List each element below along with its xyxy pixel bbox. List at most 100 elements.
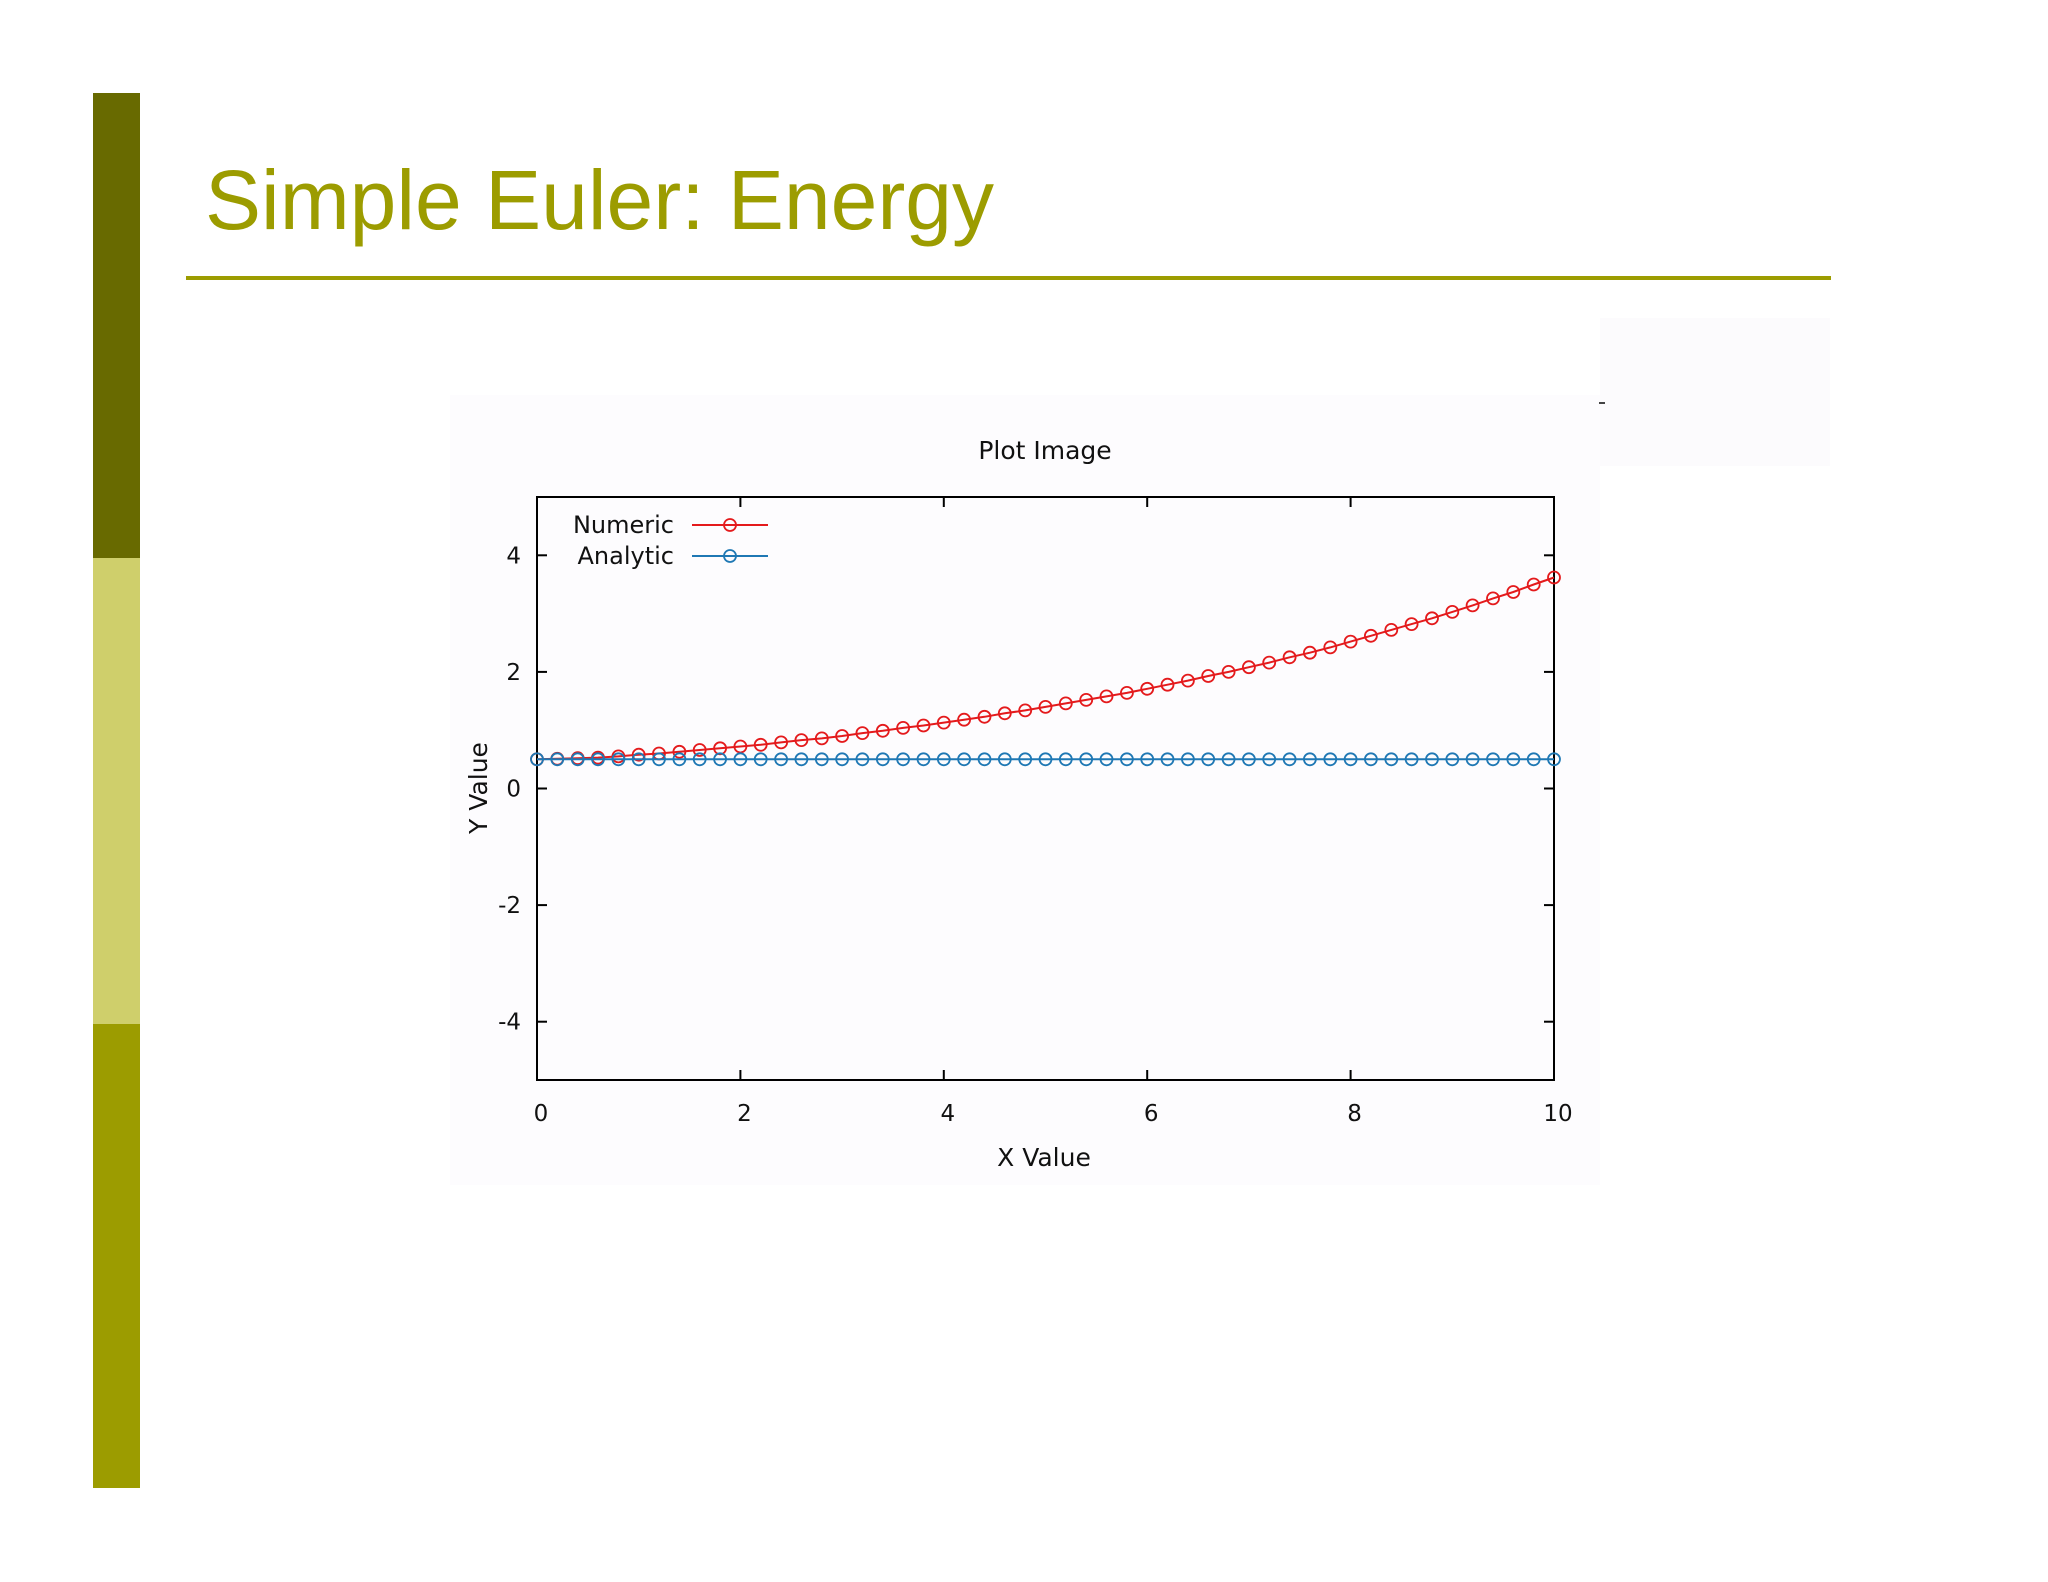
- analytic-point: [1038, 752, 1053, 767]
- numeric-point: [794, 733, 809, 747]
- numeric-point: [1384, 623, 1399, 637]
- analytic-point: [1160, 752, 1175, 767]
- analytic-point: [1140, 752, 1155, 767]
- numeric-point: [1425, 611, 1439, 626]
- numeric-point: [753, 737, 768, 752]
- analytic-point: [977, 752, 992, 767]
- y-tick-label: -4: [498, 1010, 521, 1036]
- legend: Numeric Analytic: [573, 511, 768, 570]
- numeric-point: [1526, 577, 1541, 592]
- slide-title: Simple Euler: Energy: [205, 153, 995, 247]
- numeric-point: [835, 729, 849, 743]
- numeric-point: [713, 741, 727, 756]
- title-underline: [186, 276, 1831, 280]
- x-tick-label: 4: [940, 1101, 955, 1127]
- analytic-point: [957, 752, 971, 767]
- numeric-point: [1465, 598, 1480, 613]
- analytic-point: [753, 752, 768, 767]
- numeric-point: [997, 706, 1012, 721]
- analytic-point: [1018, 752, 1033, 767]
- analytic-point: [1404, 752, 1419, 767]
- legend-marker-numeric: [723, 518, 737, 532]
- numeric-point: [1099, 689, 1114, 704]
- numeric-point: [1140, 681, 1155, 696]
- analytic-point: [1506, 752, 1521, 767]
- analytic-point: [936, 752, 951, 767]
- x-tick-label: 0: [534, 1101, 549, 1127]
- numeric-point: [1282, 650, 1297, 665]
- analytic-point: [713, 752, 727, 767]
- numeric-point: [1262, 655, 1277, 670]
- numeric-point: [1547, 570, 1561, 585]
- analytic-point: [1364, 752, 1378, 767]
- y-axis-label: Y Value: [464, 742, 493, 835]
- sidebar-segment-light: [93, 558, 140, 1024]
- numeric-point: [1058, 696, 1073, 711]
- analytic-point: [875, 752, 890, 767]
- numeric-point: [692, 743, 707, 757]
- numeric-point: [814, 731, 829, 746]
- analytic-point: [692, 752, 707, 767]
- analytic-point: [896, 752, 910, 767]
- analytic-point: [530, 752, 544, 767]
- analytic-point: [1181, 752, 1195, 767]
- numeric-line: [536, 576, 1555, 761]
- analytic-point: [1343, 752, 1358, 767]
- numeric-point: [1018, 703, 1033, 718]
- numeric-point: [1486, 591, 1500, 606]
- y-tick-label: 0: [506, 777, 521, 803]
- numeric-point: [957, 712, 971, 727]
- analytic-point: [794, 752, 809, 767]
- numeric-point: [1079, 693, 1094, 707]
- analytic-point: [1120, 752, 1134, 767]
- x-axis-label: X Value: [997, 1143, 1091, 1172]
- analytic-point: [1445, 752, 1460, 767]
- numeric-point: [1343, 634, 1358, 649]
- numeric-point: [1181, 673, 1195, 688]
- plot-frame: [536, 496, 1555, 1081]
- analytic-point: [1099, 752, 1114, 767]
- numeric-point: [1201, 669, 1216, 683]
- analytic-point: [1526, 752, 1541, 767]
- analytic-point: [1465, 752, 1480, 767]
- x-tick-label: 6: [1144, 1101, 1159, 1127]
- analytic-point: [1303, 752, 1317, 767]
- series-analytic: [530, 752, 1561, 767]
- x-tick-label: 2: [737, 1101, 752, 1127]
- numeric-point: [672, 744, 687, 759]
- legend-label-numeric: Numeric: [573, 511, 674, 539]
- analytic-point: [652, 752, 666, 767]
- numeric-point: [1404, 617, 1419, 631]
- numeric-point: [1506, 585, 1521, 599]
- y-tick-label: 4: [506, 543, 521, 569]
- numeric-point: [1242, 660, 1256, 675]
- chart-title: Plot Image: [978, 436, 1111, 465]
- analytic-point: [1486, 752, 1500, 767]
- numeric-point: [774, 735, 788, 750]
- analytic-point: [1384, 752, 1399, 767]
- analytic-point: [1242, 752, 1256, 767]
- y-tick-label: 2: [506, 660, 521, 686]
- plot-image-background: [450, 395, 1600, 1185]
- analytic-point: [1323, 752, 1338, 767]
- plot-image-background-extension: [1600, 318, 1830, 466]
- numeric-point: [1323, 640, 1338, 655]
- x-tick-label: 10: [1543, 1101, 1572, 1127]
- numeric-point: [1364, 628, 1378, 643]
- analytic-point: [570, 752, 585, 767]
- analytic-point: [855, 752, 870, 767]
- series-numeric: [530, 570, 1561, 767]
- legend-label-analytic: Analytic: [578, 542, 674, 570]
- numeric-point: [1160, 677, 1175, 692]
- analytic-point: [631, 752, 646, 767]
- numeric-point: [1038, 700, 1053, 714]
- sidebar-segment-dark: [93, 93, 140, 558]
- analytic-point: [835, 752, 849, 767]
- analytic-point: [1425, 752, 1439, 767]
- x-tick-label: 8: [1347, 1101, 1362, 1127]
- analytic-point: [672, 752, 687, 767]
- analytic-point: [1079, 752, 1094, 767]
- numeric-point: [875, 723, 890, 738]
- analytic-point: [591, 752, 605, 767]
- analytic-point: [1201, 752, 1216, 767]
